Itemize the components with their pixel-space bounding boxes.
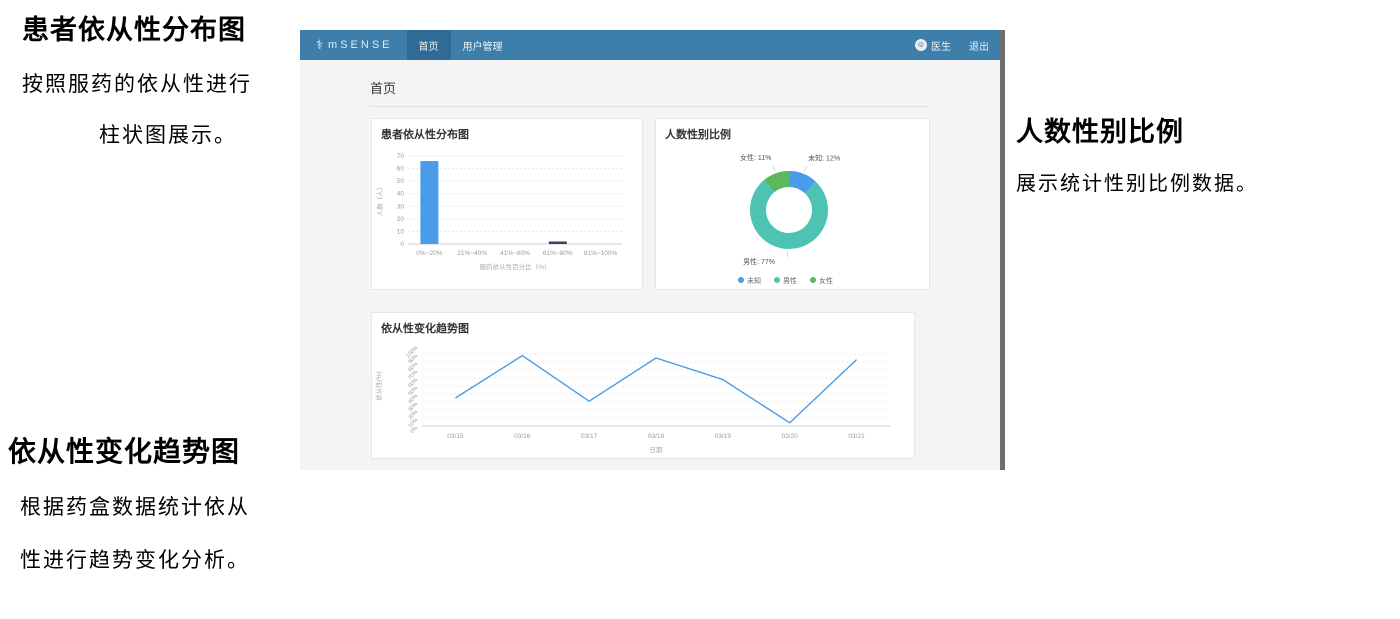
panel-adherence-trend: 依从性变化趋势图 0% 10% 20% 30% 40% 50% 60% 70% 80% 90% 10… [371,312,915,459]
svg-text:依从性(%): 依从性(%) [374,371,383,401]
panel-gender-ratio: 人数性别比例 未知: 12% 男性: 77% 女性: 11% 未知 男性 女性 [655,118,930,290]
navbar-right: ☺ 医生 退出 [915,30,1005,60]
svg-text:男性: 77%: 男性: 77% [743,257,775,266]
annotation-line-chart-title: 依从性变化趋势图 [8,436,241,467]
svg-text:03/20: 03/20 [782,433,799,440]
user-menu[interactable]: ☺ 医生 [915,38,951,53]
annotation-line-chart-line1: 根据药盒数据统计依从 [20,496,250,519]
brand-medical-icon: ⚕ [316,37,324,52]
svg-text:60: 60 [397,166,405,173]
gender-donut-chart: 未知: 12% 男性: 77% 女性: 11% 未知 男性 女性 [738,153,840,285]
svg-text:未知: 12%: 未知: 12% [808,154,840,163]
svg-text:03/18: 03/18 [648,433,665,440]
svg-text:03/15: 03/15 [447,433,464,440]
svg-text:女性: 女性 [819,276,833,285]
annotation-pie-chart-title: 人数性别比例 [1016,117,1184,147]
svg-text:50: 50 [397,178,405,185]
adherence-bar-chart: 0 10 20 30 40 50 60 70 0%~20% 21%~40% 41%~60% 61%~8… [375,153,622,271]
svg-text:未知: 未知 [747,276,761,285]
annotation-bar-chart-line1: 按照服药的依从性进行 [22,73,252,96]
svg-text:03/17: 03/17 [581,433,598,440]
svg-text:81%~100%: 81%~100% [584,250,618,257]
annotation-line-chart: 依从性变化趋势图 根据药盒数据统计依从 性进行趋势变化分析。 [8,430,308,602]
svg-text:30: 30 [397,203,405,210]
svg-text:03/16: 03/16 [514,433,531,440]
annotation-bar-chart-title: 患者依从性分布图 [22,15,246,45]
annotation-bar-chart: 患者依从性分布图 按照服药的依从性进行 柱状图展示。 [22,8,314,147]
svg-text:0%: 0% [410,425,420,435]
svg-text:03/19: 03/19 [715,433,732,440]
adherence-line-chart: 0%10%20%30%40%50%60%70%80%90%100%03/15 03… [374,345,890,454]
logout-link[interactable]: 退出 [969,41,989,53]
svg-text:03/21: 03/21 [848,433,865,440]
panel-line-title: 依从性变化趋势图 [381,323,469,335]
svg-text:日期: 日期 [650,446,664,454]
user-label: 医生 [931,41,951,53]
svg-text:人数（人）: 人数（人） [375,184,384,217]
doctor-avatar-icon: ☺ [915,39,927,51]
scrollbar-thumb[interactable] [1000,30,1005,470]
tab-home[interactable]: 首页 [406,30,451,60]
svg-text:服药依从性百分比（%）: 服药依从性百分比（%） [480,262,551,271]
navbar: ⚕ mSENSE 首页 用户管理 ☺ 医生 退出 [300,30,1005,60]
svg-text:0: 0 [400,241,404,248]
annotation-pie-chart: 人数性别比例 展示统计性别比例数据。 [1016,110,1356,195]
svg-text:40: 40 [397,191,405,198]
app-screenshot: ⚕ mSENSE 首页 用户管理 ☺ 医生 退出 首页 患者依从性分布图 0 10… [300,30,1005,470]
annotation-line-chart-line2: 性进行趋势变化分析。 [20,549,250,573]
app-scrollbar[interactable] [1000,30,1005,470]
title-divider [370,106,930,107]
svg-text:70: 70 [397,153,405,160]
svg-text:61%~80%: 61%~80% [543,250,573,257]
svg-text:0%~20%: 0%~20% [416,250,442,257]
annotation-bar-chart-line2: 柱状图展示。 [99,124,237,148]
svg-text:20: 20 [397,216,405,223]
svg-text:10: 10 [397,228,405,235]
page-title: 首页 [370,81,397,96]
svg-text:21%~40%: 21%~40% [457,250,487,257]
brand[interactable]: ⚕ mSENSE [300,30,407,60]
svg-text:41%~60%: 41%~60% [500,250,530,257]
panel-adherence-distribution: 患者依从性分布图 0 10 20 30 40 50 60 70 0%~20% 21%~40% 41%… [371,118,643,290]
panel-bar-title: 患者依从性分布图 [381,129,469,141]
brand-name: mSENSE [328,39,393,51]
panel-donut-title: 人数性别比例 [665,129,731,141]
svg-text:男性: 男性 [783,276,797,285]
annotation-pie-chart-line1: 展示统计性别比例数据。 [1016,173,1258,195]
tab-user-management[interactable]: 用户管理 [462,41,503,53]
svg-text:女性: 11%: 女性: 11% [740,153,771,162]
app-content: 首页 患者依从性分布图 0 10 20 30 40 50 60 70 0%~20% 21%~40%… [300,60,1000,470]
